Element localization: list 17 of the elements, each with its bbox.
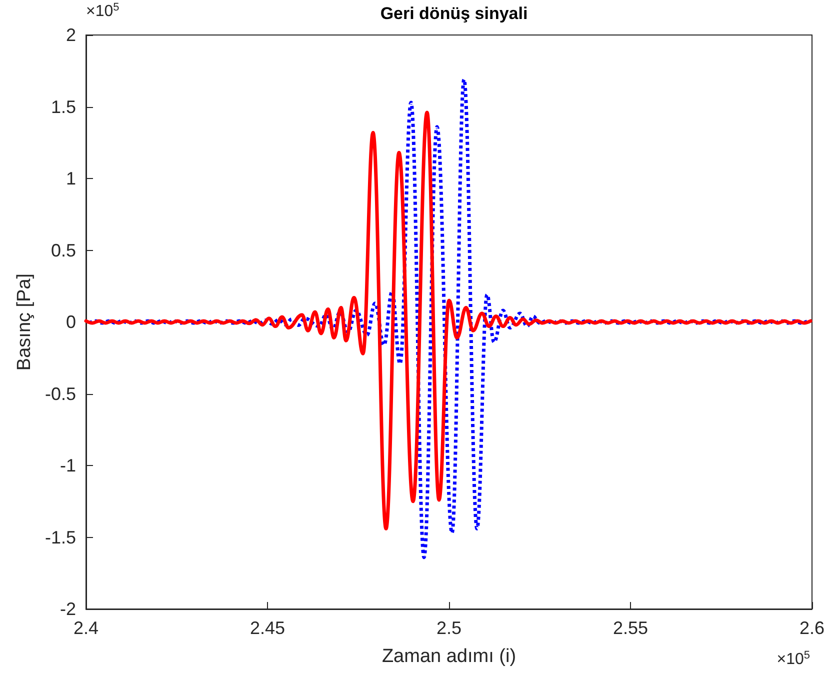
y-tick-label: 1	[66, 168, 76, 188]
x-tick-label: 2.4	[73, 618, 99, 638]
x-tick-label: 2.5	[436, 618, 462, 638]
y-axis-title: Basınç [Pa]	[14, 273, 35, 371]
x-tick-label: 2.6	[799, 618, 825, 638]
y-tick-label: 2	[66, 25, 76, 45]
y-tick-label: -0.5	[44, 384, 76, 404]
chart-title: Geri dönüş sinyali	[380, 4, 528, 23]
x-tick-label: 2.55	[612, 618, 648, 638]
y-tick-label: -1	[60, 456, 76, 476]
y-tick-label: -2	[60, 599, 76, 619]
x-axis-title: Zaman adımı (i)	[382, 646, 516, 667]
y-tick-label: -1.5	[44, 527, 76, 548]
y-tick-label: 1.5	[50, 96, 76, 117]
x-tick-label: 2.45	[250, 618, 286, 638]
y-tick-label: 0.5	[50, 240, 76, 260]
y-tick-label: 0	[66, 312, 76, 332]
